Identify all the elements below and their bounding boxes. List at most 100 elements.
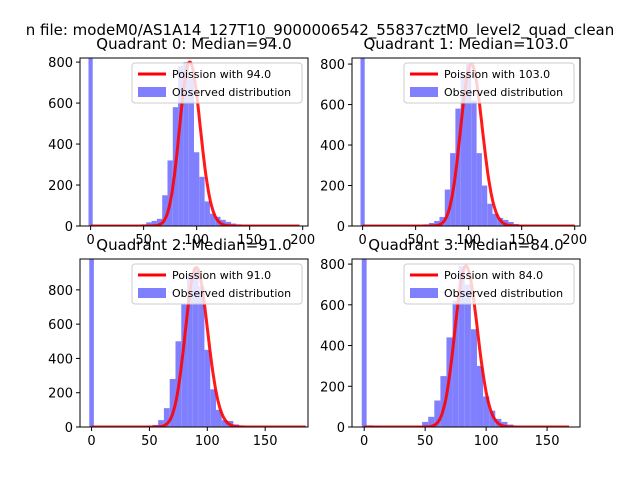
histogram-bar	[428, 416, 435, 427]
y-tick-label: 0	[337, 220, 345, 235]
x-tick-label: 100	[184, 233, 209, 248]
histogram-zero-spike-bar	[88, 58, 93, 226]
histogram-bar	[162, 195, 168, 226]
x-tick-label: 100	[195, 434, 220, 449]
axes-frame	[79, 258, 309, 428]
legend-observed-swatch	[138, 288, 166, 298]
histogram-bar	[434, 400, 441, 427]
legend-observed-label: Observed distribution	[172, 287, 291, 300]
x-tick-label: 100	[456, 233, 481, 248]
y-tick-label: 200	[48, 387, 73, 402]
legend-observed-label: Observed distribution	[444, 86, 563, 99]
histogram-bar	[455, 108, 461, 226]
subplot-title: Quadrant 0: Median=94.0	[96, 35, 291, 53]
y-tick-label: 400	[320, 340, 345, 355]
legend: Poission with 94.0 Observed distribution	[131, 62, 303, 104]
histogram-bar	[466, 64, 472, 226]
x-tick-label: 50	[407, 233, 424, 248]
histogram-bar	[487, 203, 493, 226]
legend-observed-swatch	[410, 87, 438, 97]
legend: Poission with 84.0 Observed distribution	[403, 263, 575, 305]
legend-observed-label: Observed distribution	[444, 287, 563, 300]
histogram-bar	[210, 389, 216, 427]
x-tick-label: 150	[535, 434, 560, 449]
subplot-quadrant-0: 0 50 100 150 200 0 200 400 600 800 Quadrant 0: Med…	[48, 35, 315, 248]
histogram-bar	[476, 365, 484, 427]
histogram-bar	[167, 160, 173, 226]
legend-box	[403, 263, 575, 305]
x-tick-label: 150	[509, 233, 534, 248]
histogram-bar	[192, 267, 199, 427]
y-tick-label: 800	[48, 56, 73, 71]
y-tick-label: 400	[48, 352, 73, 367]
legend-box	[131, 263, 303, 305]
axes-frame	[351, 57, 581, 227]
x-tick-label: 0	[87, 434, 95, 449]
legend: Poission with 91.0 Observed distribution	[131, 263, 303, 305]
histogram-bar	[501, 421, 508, 427]
y-tick-label: 400	[48, 138, 73, 153]
histogram-bar	[221, 420, 228, 427]
histogram-zero-spike-bar	[361, 259, 367, 427]
y-tick-label: 200	[48, 179, 73, 194]
y-tick-label: 400	[320, 139, 345, 154]
histogram-bar	[187, 276, 193, 427]
subplot-quadrant-1: 0 50 100 150 200 0 200 400 600 800 Quadrant 1: Med…	[320, 35, 587, 248]
histogram-bar	[483, 396, 490, 427]
subplot-quadrant-3: 0 50 100 150 0 200 400 600 800 Quadrant 3: Median…	[320, 236, 581, 449]
histogram-bar	[458, 266, 465, 427]
legend-poisson-label: Poission with 84.0	[444, 269, 543, 282]
histogram-bar	[225, 221, 232, 226]
histogram-bar	[183, 62, 189, 226]
y-tick-label: 0	[65, 220, 73, 235]
figure-suptitle: n file: modeM0/AS1A14_127T10_9000006542_…	[26, 21, 615, 40]
x-tick-label: 50	[141, 434, 158, 449]
histogram-bar	[188, 78, 194, 226]
histogram-bar	[198, 286, 205, 427]
histogram-bar	[146, 222, 152, 226]
legend-box	[403, 62, 575, 104]
histogram-bar	[199, 176, 205, 226]
histogram-bar	[464, 284, 471, 427]
x-tick-label: 0	[86, 233, 94, 248]
x-tick-label: 150	[237, 233, 262, 248]
histogram-bar	[151, 220, 157, 226]
histogram-bar	[470, 329, 477, 427]
histogram-bar	[508, 221, 514, 226]
legend: Poission with 103.0 Observed distribution	[403, 62, 575, 104]
legend-box	[131, 62, 303, 104]
x-tick-label: 150	[253, 434, 278, 449]
legend-poisson-label: Poission with 103.0	[444, 68, 550, 81]
histogram-bar	[194, 152, 200, 226]
y-tick-label: 600	[320, 99, 345, 114]
subplot-title: Quadrant 2: Median=91.0	[96, 236, 291, 254]
x-tick-label: 0	[358, 233, 366, 248]
y-tick-label: 800	[320, 58, 345, 73]
histogram-bar	[169, 379, 176, 427]
x-tick-label: 50	[417, 434, 434, 449]
histogram-bar	[481, 185, 488, 226]
histogram-bar	[156, 218, 163, 226]
histogram-bar	[181, 303, 188, 427]
x-tick-label: 200	[562, 233, 587, 248]
x-tick-label: 200	[290, 233, 315, 248]
histogram-bar	[204, 201, 210, 226]
histogram-bar	[444, 189, 451, 226]
histogram-bar	[215, 409, 222, 427]
subplot-title: Quadrant 1: Median=103.0	[364, 35, 569, 53]
x-tick-label: 100	[474, 434, 499, 449]
y-tick-label: 0	[337, 421, 345, 436]
y-tick-label: 600	[48, 97, 73, 112]
axes-frame	[351, 258, 581, 428]
y-tick-label: 600	[48, 318, 73, 333]
histogram-bar	[489, 410, 496, 427]
histogram-bar	[460, 76, 466, 226]
histogram-bar	[158, 420, 164, 427]
y-tick-label: 600	[320, 299, 345, 314]
histogram-zero-spike-bar	[360, 58, 365, 226]
histogram-bar	[422, 421, 429, 427]
subplot-title: Quadrant 3: Median=84.0	[368, 236, 563, 254]
y-tick-label: 800	[48, 284, 73, 299]
subplot-grid: 0 50 100 150 200 0 200 400 600 800 Quadrant 0: Med…	[48, 35, 587, 449]
